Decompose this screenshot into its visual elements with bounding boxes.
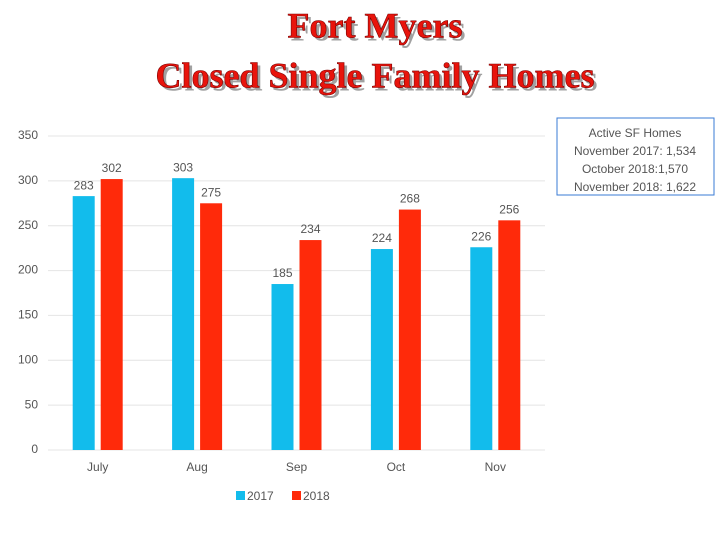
bar — [200, 203, 223, 450]
legend-swatch — [236, 491, 245, 500]
legend-swatch — [292, 491, 301, 500]
bar — [299, 240, 322, 450]
bar — [72, 196, 95, 450]
bar — [271, 284, 294, 450]
legend-label: 2018 — [303, 489, 330, 503]
y-tick-label: 200 — [18, 263, 38, 277]
x-tick-label: July — [87, 460, 108, 474]
bar — [100, 179, 123, 450]
value-label: 283 — [74, 178, 94, 192]
value-label: 226 — [471, 229, 491, 243]
annotation-box — [556, 117, 715, 196]
value-label: 302 — [102, 161, 122, 175]
value-label: 268 — [400, 192, 420, 206]
y-tick-label: 0 — [31, 442, 38, 456]
annotation-line: November 2018: 1,622 — [574, 180, 696, 194]
value-label: 185 — [272, 266, 292, 280]
value-label: 256 — [499, 203, 519, 217]
chart-subtitle: Closed Single Family Homes — [156, 55, 595, 95]
y-tick-label: 50 — [25, 397, 39, 411]
x-tick-label: Oct — [387, 460, 406, 474]
bar — [370, 249, 393, 450]
bar — [498, 220, 521, 450]
bar — [470, 247, 493, 450]
bar — [398, 209, 421, 450]
x-tick-label: Nov — [485, 460, 506, 474]
annotation-line: October 2018:1,570 — [582, 162, 688, 176]
legend-label: 2017 — [247, 489, 274, 503]
chart-title: Fort Myers — [288, 5, 463, 45]
y-tick-label: 250 — [18, 218, 38, 232]
value-label: 234 — [300, 222, 320, 236]
subtitle-shadow: Closed Single Family Homes — [159, 58, 598, 98]
value-label: 275 — [201, 185, 221, 199]
bar — [172, 178, 195, 450]
value-label: 224 — [372, 231, 392, 245]
y-tick-label: 300 — [18, 173, 38, 187]
y-tick-label: 150 — [18, 308, 38, 322]
title-shadow: Fort Myers — [291, 8, 466, 48]
annotation-line: November 2017: 1,534 — [574, 144, 696, 158]
y-tick-label: 100 — [18, 352, 38, 366]
value-label: 303 — [173, 160, 193, 174]
x-tick-label: Aug — [186, 460, 207, 474]
x-tick-label: Sep — [286, 460, 308, 474]
annotation-line: Active SF Homes — [589, 126, 682, 140]
y-tick-label: 350 — [18, 128, 38, 142]
